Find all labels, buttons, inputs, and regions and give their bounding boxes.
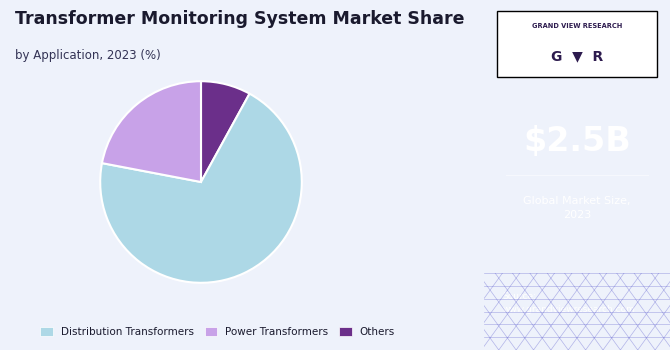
Text: GRAND VIEW RESEARCH: GRAND VIEW RESEARCH: [532, 23, 622, 29]
Text: G  ▼  R: G ▼ R: [551, 49, 603, 63]
Wedge shape: [100, 94, 302, 283]
Legend: Distribution Transformers, Power Transformers, Others: Distribution Transformers, Power Transfo…: [36, 323, 399, 341]
Text: $2.5B: $2.5B: [523, 125, 631, 158]
Text: Transformer Monitoring System Market Share: Transformer Monitoring System Market Sha…: [15, 10, 464, 28]
Wedge shape: [201, 81, 249, 182]
FancyBboxPatch shape: [497, 10, 657, 77]
Text: Source:
www.grandviewresearch.com: Source: www.grandviewresearch.com: [502, 292, 635, 314]
Text: by Application, 2023 (%): by Application, 2023 (%): [15, 49, 160, 62]
Wedge shape: [102, 81, 201, 182]
Text: Global Market Size,
2023: Global Market Size, 2023: [523, 196, 630, 220]
